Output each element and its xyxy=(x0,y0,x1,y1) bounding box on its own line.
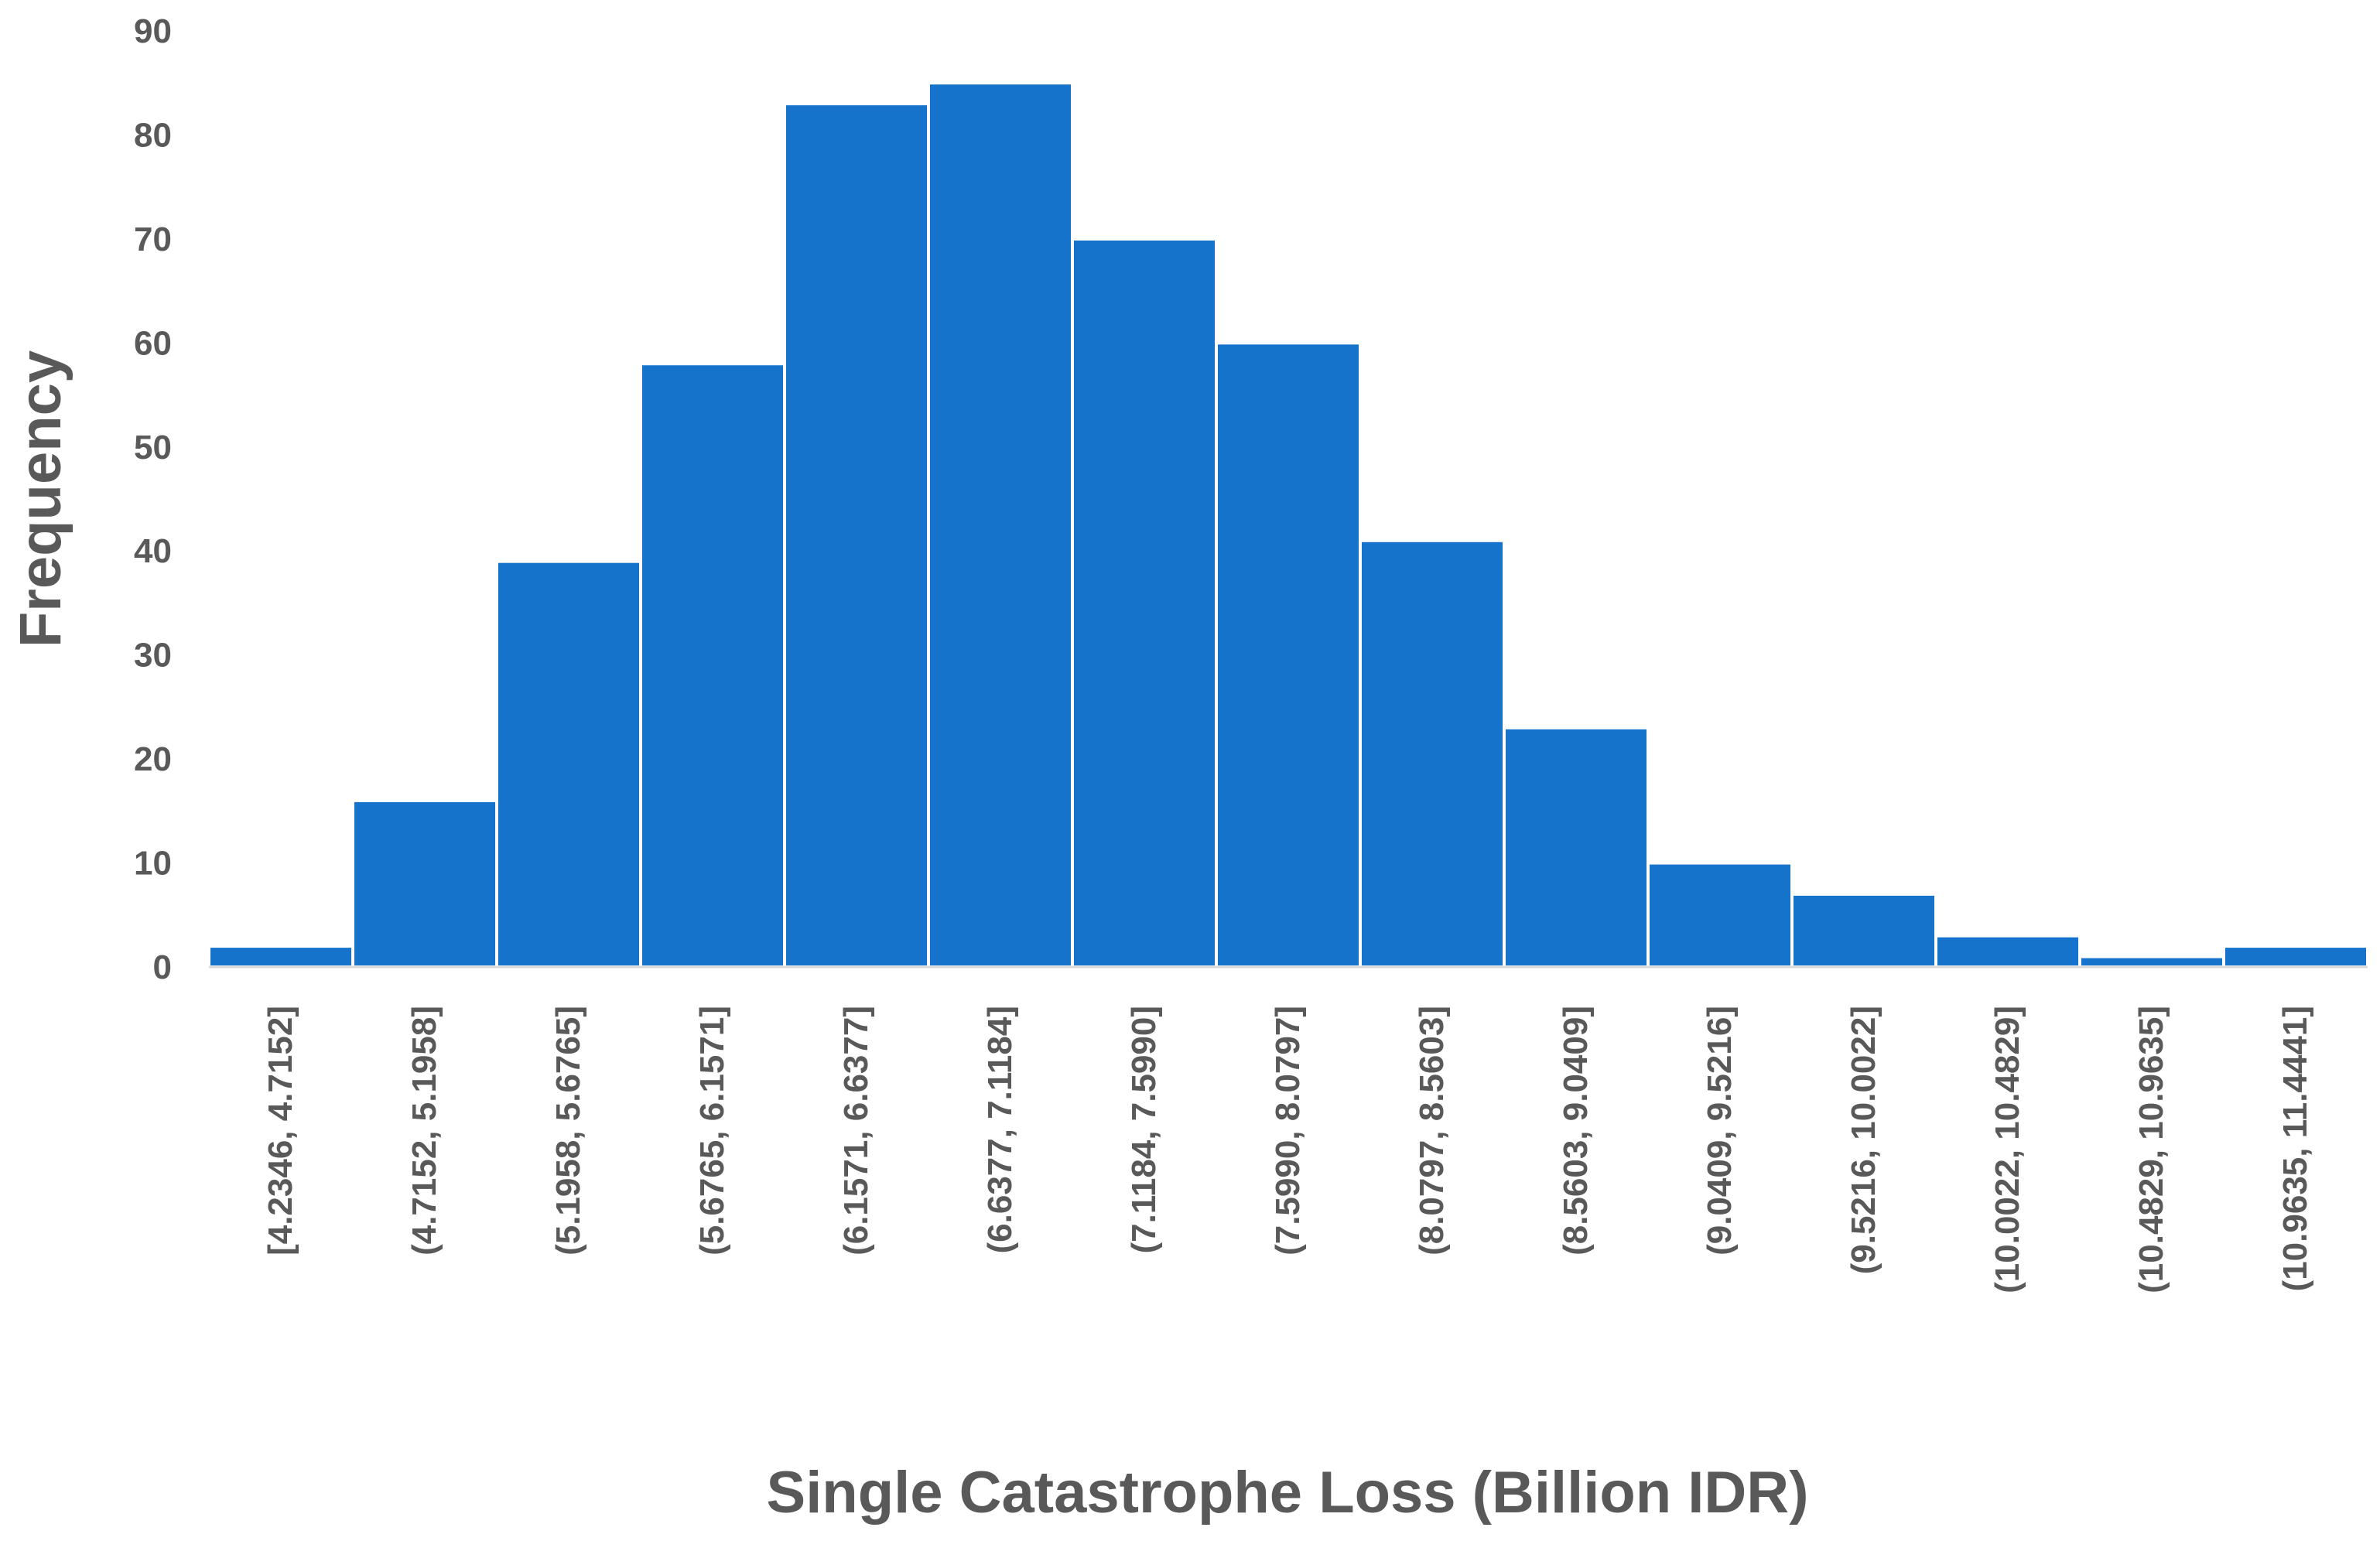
x-tick-label: (5.6765, 6.1571] xyxy=(693,1006,731,1256)
y-tick-label: 20 xyxy=(134,740,172,778)
bar xyxy=(1359,538,1506,969)
y-tick-label: 70 xyxy=(134,220,172,258)
bar xyxy=(495,559,642,969)
x-axis-ticks: [4.2346, 4.7152] (4.7152, 5.1958] (5.1958,… xyxy=(262,1006,2314,1293)
bar xyxy=(1071,237,1218,969)
y-tick-label: 80 xyxy=(134,116,172,154)
x-tick-label: (7.1184, 7.5990] xyxy=(1125,1006,1163,1253)
x-tick-label: (10.9635, 11.4441] xyxy=(2276,1006,2314,1291)
x-tick-label: (7.5990, 8.0797] xyxy=(1269,1006,1307,1256)
x-axis-title: Single Catastrophe Loss (Billion IDR) xyxy=(767,1460,1809,1526)
y-axis-title: Frequency xyxy=(8,350,74,647)
bar xyxy=(1647,861,1794,969)
x-tick-label: (6.1571, 6.6377] xyxy=(837,1006,875,1256)
x-tick-label: (6.6377, 7.1184] xyxy=(981,1006,1019,1253)
bars xyxy=(207,81,2369,969)
bar xyxy=(927,81,1074,969)
bar xyxy=(639,362,786,969)
y-tick-label: 10 xyxy=(134,845,172,883)
y-tick-label: 0 xyxy=(153,948,172,986)
x-tick-label: (10.0022, 10.4829] xyxy=(1988,1006,2026,1293)
bar xyxy=(1790,892,1937,969)
y-axis-ticks: 0 10 20 30 40 50 60 70 80 90 xyxy=(134,12,172,986)
bar xyxy=(1503,726,1650,969)
x-tick-label: (9.0409, 9.5216] xyxy=(1701,1006,1739,1256)
y-tick-label: 50 xyxy=(134,429,172,466)
bar xyxy=(783,102,930,969)
x-tick-label: [4.2346, 4.7152] xyxy=(262,1006,299,1256)
y-tick-label: 40 xyxy=(134,532,172,570)
bar xyxy=(1215,341,1362,969)
bar xyxy=(1934,934,2081,969)
x-tick-label: (8.5603, 9.0409] xyxy=(1557,1006,1595,1256)
x-tick-label: (9.5216, 10.0022] xyxy=(1845,1006,1882,1274)
y-tick-label: 90 xyxy=(134,12,172,50)
x-tick-label: (10.4829, 10.9635] xyxy=(2132,1006,2170,1293)
bar xyxy=(351,798,498,969)
x-tick-label: (4.7152, 5.1958] xyxy=(405,1006,443,1256)
y-tick-label: 60 xyxy=(134,324,172,362)
y-tick-label: 30 xyxy=(134,637,172,675)
bar xyxy=(2078,955,2225,969)
x-tick-label: (5.1958, 5.6765] xyxy=(549,1006,587,1256)
bar xyxy=(207,945,354,969)
x-tick-label: (8.0797, 8.5603] xyxy=(1413,1006,1451,1256)
bar xyxy=(2222,945,2369,969)
